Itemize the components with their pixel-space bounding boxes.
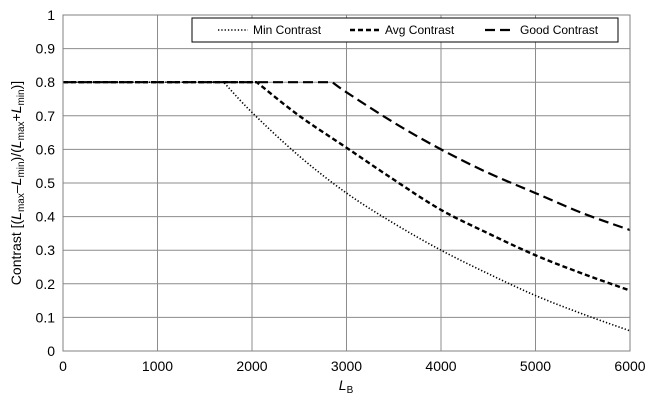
y-tick-label: 0 bbox=[47, 343, 55, 359]
gridlines bbox=[63, 15, 630, 351]
y-axis-title-part: max bbox=[16, 193, 27, 212]
y-axis-title-part: min bbox=[16, 89, 27, 105]
y-axis-title: Contrast [(Lmax–Lmin)/(Lmax+Lmin)] bbox=[8, 81, 27, 285]
legend-label-good-contrast: Good Contrast bbox=[520, 23, 599, 37]
y-axis-title-part: L bbox=[8, 178, 24, 186]
x-tick-label: 1000 bbox=[142, 358, 173, 374]
legend-box bbox=[191, 17, 619, 43]
x-tick-label: 3000 bbox=[331, 358, 362, 374]
x-tick-label: 5000 bbox=[520, 358, 551, 374]
x-axis-title: LB bbox=[339, 377, 354, 396]
series-lines bbox=[63, 81, 631, 332]
series-line-avg-contrast bbox=[63, 81, 631, 292]
y-axis-title-part: max bbox=[16, 121, 27, 140]
y-tick-label: 0.5 bbox=[36, 175, 56, 191]
y-axis-title-part: L bbox=[8, 140, 24, 148]
legend-label-avg-contrast: Avg Contrast bbox=[385, 23, 455, 37]
series-line-good-contrast bbox=[63, 81, 631, 232]
y-axis-title-part: L bbox=[8, 106, 24, 114]
y-tick-label: 1 bbox=[47, 7, 55, 23]
y-tick-label: 0.9 bbox=[36, 41, 56, 57]
y-tick-label: 0.4 bbox=[36, 209, 56, 225]
y-tick-label: 0.2 bbox=[36, 276, 56, 292]
y-tick-label: 0.8 bbox=[36, 74, 56, 90]
x-axis-title-sub: B bbox=[347, 385, 354, 396]
plot-border bbox=[62, 14, 631, 352]
y-axis-title-part: Contrast [( bbox=[8, 219, 24, 285]
y-axis-title-part: min bbox=[16, 161, 27, 177]
x-tick-label: 2000 bbox=[236, 358, 267, 374]
tick-labels: 0 1000 2000 3000 4000 5000 6000 0 0.1 0.2 0.3 0.4 0.… bbox=[36, 7, 646, 374]
y-axis-title-part: )/( bbox=[8, 148, 24, 162]
legend-label-min-contrast: Min Contrast bbox=[253, 23, 322, 37]
x-tick-label: 6000 bbox=[614, 358, 645, 374]
y-axis-title-part: L bbox=[8, 212, 24, 220]
y-tick-label: 0.6 bbox=[36, 141, 56, 157]
legend: Min Contrast Avg Contrast Good Contrast bbox=[191, 17, 619, 43]
x-axis-title-main: L bbox=[339, 377, 347, 393]
y-axis-title-part: )] bbox=[8, 81, 24, 90]
y-tick-label: 0.1 bbox=[36, 309, 56, 325]
y-tick-label: 0.7 bbox=[36, 108, 56, 124]
x-tick-label: 4000 bbox=[425, 358, 456, 374]
x-tick-label: 0 bbox=[59, 358, 67, 374]
series-line-min-contrast bbox=[63, 81, 631, 332]
y-tick-label: 0.3 bbox=[36, 242, 56, 258]
y-axis-title-part: + bbox=[8, 113, 24, 121]
y-axis-title-part: – bbox=[8, 185, 24, 193]
